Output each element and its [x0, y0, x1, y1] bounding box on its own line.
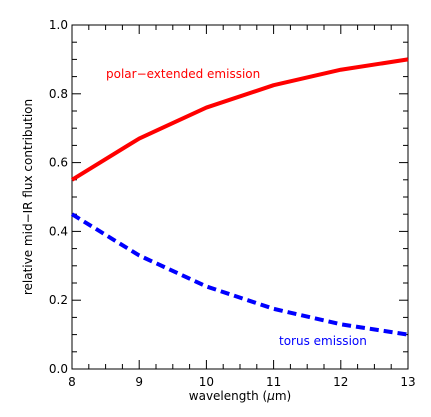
x-tick-label: 8	[68, 375, 76, 389]
x-tick-label: 10	[199, 375, 214, 389]
polar-extended-line	[70, 57, 409, 182]
torus-line	[70, 212, 409, 337]
axis-ticks	[71, 24, 409, 370]
series-lines	[70, 57, 409, 337]
y-tick-label: 0.4	[49, 224, 68, 238]
x-tick-label: 13	[400, 375, 415, 389]
y-tick-label: 1.0	[49, 18, 68, 32]
polar-annotation: polar−extended emission	[106, 67, 260, 81]
y-axis-label: relative mid−IR flux contribution	[21, 99, 35, 295]
y-tick-label: 0.6	[49, 156, 68, 170]
x-tick-label: 12	[333, 375, 348, 389]
y-tick-label: 0.2	[49, 293, 68, 307]
x-tick-label: 11	[266, 375, 281, 389]
y-tick-label: 0.8	[49, 87, 68, 101]
x-axis-label: wavelength (μm)	[189, 389, 291, 403]
y-tick-label: 0.0	[49, 362, 68, 376]
x-tick-label: 9	[135, 375, 143, 389]
tick-labels: 8 9 10 11 12 13 0.0 0.2 0.4 0.6 0.8 1.0	[49, 18, 416, 389]
torus-annotation: torus emission	[279, 334, 367, 348]
